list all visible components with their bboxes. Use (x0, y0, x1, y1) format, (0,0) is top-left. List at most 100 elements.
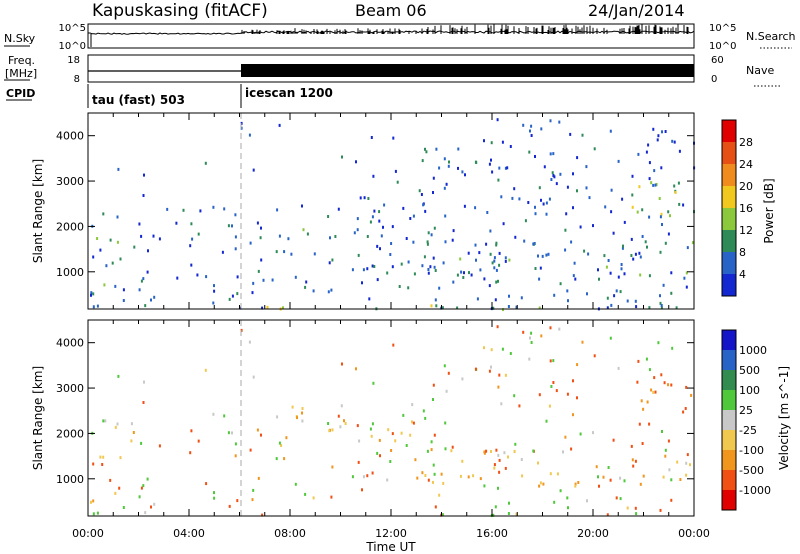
velocity-cell-148 (553, 500, 556, 504)
velocity-cell-285 (567, 506, 569, 510)
power-cell-329 (334, 235, 337, 238)
velocity-cell-133 (550, 385, 553, 388)
velocity-cell-142 (251, 498, 254, 502)
velocity-cell-199 (500, 402, 503, 406)
power-cell-236 (606, 306, 609, 310)
power-cell-223 (612, 231, 615, 235)
velocity-colorbar-tick-6: -500 (739, 464, 764, 477)
power-cell-111 (576, 156, 579, 160)
power-cell-76 (669, 214, 671, 218)
power-colorbar-tick-28: 28 (739, 136, 753, 149)
velocity-cell-36 (513, 450, 516, 453)
velocity-cell-235 (379, 454, 381, 458)
power-cell-350 (597, 268, 599, 272)
velocity-cell-49 (542, 482, 545, 486)
power-cell-106 (443, 157, 446, 161)
velocity-cell-289 (392, 343, 395, 347)
power-cell-130 (190, 222, 193, 226)
velocity-cell-13 (285, 436, 288, 440)
power-cell-280 (290, 252, 293, 256)
power-cell-127 (434, 298, 437, 302)
velocity-cell-33 (662, 475, 665, 479)
velocity-cell-16 (370, 434, 373, 438)
velocity-cell-108 (212, 412, 215, 416)
power-cell-157 (579, 225, 582, 229)
power-colorbar-segment-6 (722, 142, 736, 164)
power-cell-114 (552, 152, 555, 156)
power-cell-4 (111, 261, 114, 265)
velocity-cell-264 (514, 442, 517, 446)
power-cell-286 (452, 229, 455, 233)
power-cell-216 (648, 177, 651, 181)
power-cell-65 (474, 243, 477, 247)
velocity-cell-71 (440, 472, 443, 476)
power-cell-174 (685, 285, 688, 289)
velocity-cell-52 (574, 482, 577, 486)
velocity-cell-25 (343, 419, 345, 423)
velocity-cell-180 (122, 506, 125, 509)
velocity-cell-173 (144, 511, 147, 515)
power-cell-397 (543, 165, 546, 169)
velocity-cell-242 (204, 368, 207, 372)
power-cell-12 (378, 210, 381, 214)
velocity-cell-38 (642, 474, 645, 478)
power-cell-150 (412, 214, 415, 218)
velocity-cell-154 (637, 359, 640, 363)
velocity-cell-177 (660, 373, 663, 377)
power-cell-301 (369, 220, 372, 224)
velocity-cell-171 (612, 438, 615, 442)
x-axis-title: Time UT (365, 540, 416, 554)
velocity-cell-147 (540, 334, 543, 338)
power-cell-351 (659, 215, 662, 219)
power-cell-283 (199, 209, 202, 213)
velocity-cell-132 (670, 478, 673, 482)
power-cell-234 (673, 140, 676, 144)
power-cell-107 (138, 222, 141, 226)
velocity-cell-4 (132, 431, 135, 434)
power-cell-228 (552, 174, 555, 177)
velocity-cell-59 (639, 482, 642, 486)
power-cell-51 (648, 274, 651, 278)
velocity-cell-225 (549, 326, 552, 330)
velocity-cell-129 (598, 484, 600, 488)
velocity-cell-20 (301, 407, 304, 410)
freq-left-tick-top: 18 (67, 55, 80, 66)
velocity-cell-143 (445, 389, 448, 393)
power-cell-429 (304, 285, 307, 289)
power-cell-134 (558, 120, 561, 124)
power-cell-417 (392, 136, 395, 140)
power-cell-233 (565, 212, 568, 216)
power-cell-56 (541, 254, 544, 258)
power-cell-347 (204, 161, 207, 165)
velocity-cell-184 (213, 496, 216, 500)
power-panel: 1000 2000 3000 4000 Slant Range [km] 4 8 12 16… (31, 112, 776, 312)
velocity-cell-220 (509, 352, 512, 355)
power-cell-395 (667, 232, 670, 236)
power-cell-246 (213, 289, 216, 293)
velocity-cell-2 (118, 486, 121, 490)
velocity-cell-14 (301, 419, 304, 423)
power-cell-258 (231, 294, 234, 298)
power-cell-327 (433, 226, 436, 230)
power-cell-20 (356, 228, 359, 232)
power-cell-190 (553, 293, 556, 297)
power-cell-285 (418, 189, 421, 193)
power-cell-218 (252, 168, 255, 172)
velocity-cell-240 (498, 458, 501, 462)
power-cell-290 (486, 211, 489, 214)
power-cell-49 (659, 250, 662, 254)
power-cell-201 (686, 246, 689, 250)
date-title: 24/Jan/2014 (588, 1, 685, 20)
cpid-row: CPID tau (fast) 503 icescan 1200 (6, 84, 333, 108)
power-cell-166 (550, 178, 553, 181)
power-cell-365 (426, 242, 429, 246)
power-cell-284 (609, 271, 612, 275)
power-cell-37 (603, 254, 606, 258)
velocity-cell-44 (459, 474, 462, 478)
power-cell-240 (122, 299, 125, 302)
power-cell-28 (475, 258, 477, 262)
velocity-cell-276 (538, 393, 541, 397)
power-cell-99 (661, 223, 663, 226)
velocity-cell-208 (283, 457, 286, 461)
power-cell-38 (630, 254, 633, 257)
